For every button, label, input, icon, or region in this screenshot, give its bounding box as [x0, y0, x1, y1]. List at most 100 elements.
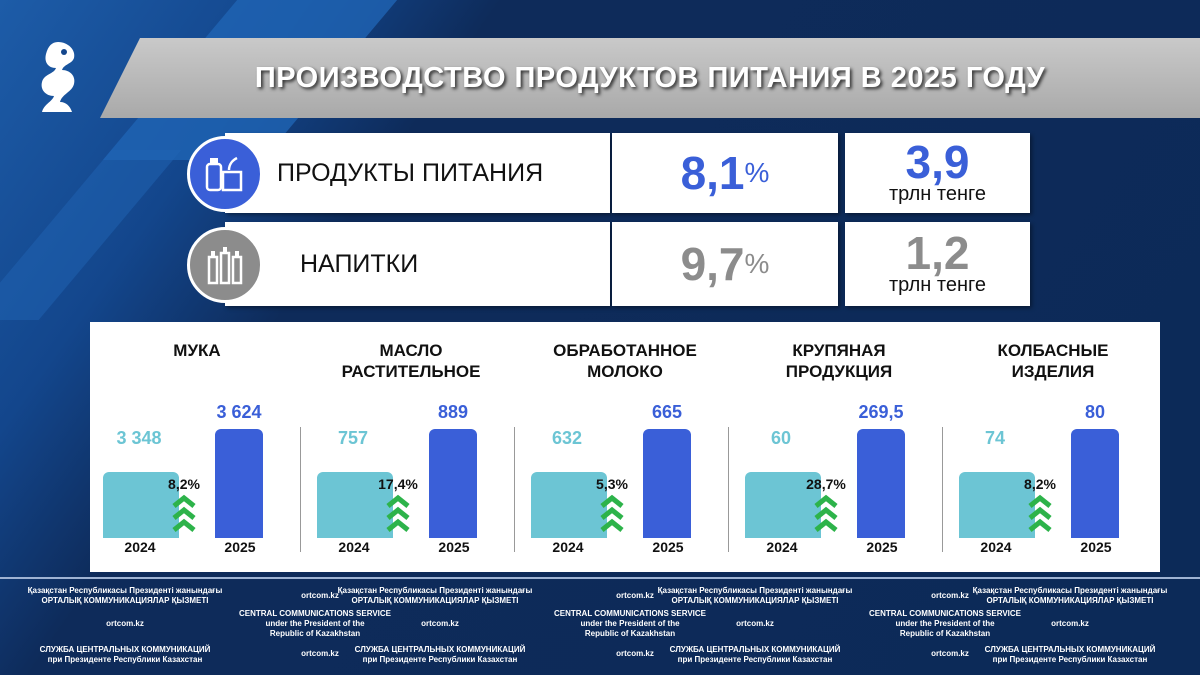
- footer-line: under the President of the: [895, 619, 995, 628]
- amount-unit: трлн тенге: [889, 182, 986, 205]
- year-label: 2024: [766, 539, 798, 555]
- footer-text-block: ortcom.kz: [845, 649, 1055, 659]
- footer-line: Republic of Kazakhstan: [899, 629, 991, 638]
- footer-text-block: ortcom.kz: [215, 649, 425, 659]
- amount-unit: трлн тенге: [889, 273, 986, 296]
- footer-text-block: ortcom.kz: [845, 591, 1055, 601]
- chart-column: МАСЛО РАСТИТЕЛЬНОЕ 757 889 17,4% 2024 2025: [300, 322, 518, 572]
- year-label: 2025: [224, 539, 256, 555]
- value-2025: 889: [437, 402, 469, 422]
- bar-2025: [857, 429, 905, 538]
- year-label: 2024: [124, 539, 156, 555]
- growth-unit: %: [744, 157, 770, 188]
- growth-label: 5,3%: [596, 476, 628, 492]
- growth-up-chevrons-icon: [600, 494, 624, 532]
- growth-value: 8,1: [680, 147, 745, 199]
- year-label: 2024: [338, 539, 370, 555]
- summary-label: НАПИТКИ: [300, 249, 419, 278]
- footer-text-block: CENTRAL COMMUNICATIONS SERVICE under the …: [840, 609, 1050, 639]
- year-label: 2024: [980, 539, 1012, 555]
- footer-line: under the President of the: [580, 619, 680, 628]
- value-2025: 665: [651, 402, 683, 422]
- footer-line: ortcom.kz: [616, 649, 654, 658]
- footer-text-block: Қазақстан Республикасы Президенті жанынд…: [20, 586, 230, 606]
- bar-2024: [317, 472, 393, 538]
- footer-line: при Президенте Республики Казахстан: [992, 655, 1148, 664]
- summary-drinks-growth: 9,7%: [612, 222, 838, 306]
- footer-line: Қазақстан Республикасы Президенті жанынд…: [972, 586, 1168, 595]
- footer-line: СЛУЖБА ЦЕНТРАЛЬНЫХ КОММУНИКАЦИЙ: [354, 645, 526, 654]
- summary-food-label-card: ПРОДУКТЫ ПИТАНИЯ: [225, 133, 610, 213]
- category-label-line: КОЛБАСНЫЕ: [997, 341, 1109, 360]
- drinks-bottles-icon: [187, 227, 263, 303]
- category-label-line: МАСЛО: [379, 341, 443, 360]
- bar-2025: [429, 429, 477, 538]
- footer-text-block: СЛУЖБА ЦЕНТРАЛЬНЫХ КОММУНИКАЦИЙ при Прези…: [650, 645, 860, 665]
- value-2024: 632: [551, 428, 583, 448]
- category-label: КОЛБАСНЫЕ ИЗДЕЛИЯ: [946, 340, 1160, 382]
- footer-text-block: СЛУЖБА ЦЕНТРАЛЬНЫХ КОММУНИКАЦИЙ при Прези…: [335, 645, 545, 665]
- bar-2024: [531, 472, 607, 538]
- footer-line: Қазақстан Республикасы Президенті жанынд…: [27, 586, 223, 595]
- column-divider: [728, 427, 729, 552]
- growth-unit: %: [744, 248, 770, 279]
- footer-text-block: Қазақстан Республикасы Президенті жанынд…: [330, 586, 540, 606]
- growth-label: 8,2%: [1024, 476, 1056, 492]
- footer-line: при Президенте Республики Казахстан: [47, 655, 203, 664]
- category-label-line: КРУПЯНАЯ: [792, 341, 886, 360]
- value-2024: 757: [337, 428, 369, 448]
- food-products-icon: [187, 136, 263, 212]
- growth-label: 28,7%: [806, 476, 846, 492]
- footer-line: при Президенте Республики Казахстан: [677, 655, 833, 664]
- footer-text-block: Қазақстан Республикасы Президенті жанынд…: [650, 586, 860, 606]
- amount-value: 1,2: [905, 226, 970, 279]
- footer-text-block: ortcom.kz: [335, 619, 545, 629]
- snow-leopard-logo-icon: [41, 42, 75, 112]
- title-banner: [100, 38, 1200, 118]
- footer-text-block: ortcom.kz: [215, 591, 425, 601]
- footer: Қазақстан Республикасы Президенті жанынд…: [0, 577, 1200, 675]
- chart-column: ОБРАБОТАННОЕ МОЛОКО 632 665 5,3% 2024 2025: [514, 322, 732, 572]
- footer-line: ortcom.kz: [931, 591, 969, 600]
- footer-line: ortcom.kz: [616, 591, 654, 600]
- footer-line: ortcom.kz: [931, 649, 969, 658]
- footer-text-block: ortcom.kz: [530, 591, 740, 601]
- year-label: 2025: [652, 539, 684, 555]
- growth-label: 8,2%: [168, 476, 200, 492]
- year-label: 2024: [552, 539, 584, 555]
- summary-drinks-amount: 1,2 трлн тенге: [845, 222, 1030, 306]
- bar-2025: [643, 429, 691, 538]
- footer-line: CENTRAL COMMUNICATIONS SERVICE: [238, 609, 391, 618]
- category-label: КРУПЯНАЯ ПРОДУКЦИЯ: [732, 340, 946, 382]
- category-label-line: МОЛОКО: [587, 362, 663, 381]
- growth-up-chevrons-icon: [172, 494, 196, 532]
- year-label: 2025: [866, 539, 898, 555]
- summary-drinks-label-card: НАПИТКИ: [225, 222, 610, 306]
- growth-up-chevrons-icon: [386, 494, 410, 532]
- footer-line: ortcom.kz: [1051, 619, 1089, 628]
- category-label-line: РАСТИТЕЛЬНОЕ: [341, 362, 481, 381]
- value-2025: 80: [1084, 402, 1106, 422]
- footer-line: under the President of the: [265, 619, 365, 628]
- footer-line: CENTRAL COMMUNICATIONS SERVICE: [868, 609, 1021, 618]
- footer-line: ortcom.kz: [736, 619, 774, 628]
- footer-text-block: CENTRAL COMMUNICATIONS SERVICE under the …: [210, 609, 420, 639]
- footer-line: ortcom.kz: [301, 591, 339, 600]
- growth-up-chevrons-icon: [814, 494, 838, 532]
- footer-line: СЛУЖБА ЦЕНТРАЛЬНЫХ КОММУНИКАЦИЙ: [984, 645, 1156, 654]
- growth-up-chevrons-icon: [1028, 494, 1052, 532]
- category-label-line: МУКА: [173, 341, 221, 360]
- value-2024: 60: [770, 428, 792, 448]
- category-label-line: ИЗДЕЛИЯ: [1011, 362, 1095, 381]
- footer-line: ОРТАЛЫҚ КОММУНИКАЦИЯЛАР ҚЫЗМЕТІ: [986, 596, 1154, 605]
- summary-label: ПРОДУКТЫ ПИТАНИЯ: [277, 158, 544, 187]
- footer-line: Republic of Kazakhstan: [584, 629, 676, 638]
- category-label: МУКА: [90, 340, 304, 361]
- chart-column: МУКА 3 348 3 624 8,2% 2024 2025: [90, 322, 304, 572]
- footer-text-block: СЛУЖБА ЦЕНТРАЛЬНЫХ КОММУНИКАЦИЙ при Прези…: [20, 645, 230, 665]
- value-2025: 3 624: [216, 402, 262, 422]
- footer-line: при Президенте Республики Казахстан: [362, 655, 518, 664]
- growth-label: 17,4%: [378, 476, 418, 492]
- footer-text-block: ortcom.kz: [650, 619, 860, 629]
- bar-2024: [103, 472, 179, 538]
